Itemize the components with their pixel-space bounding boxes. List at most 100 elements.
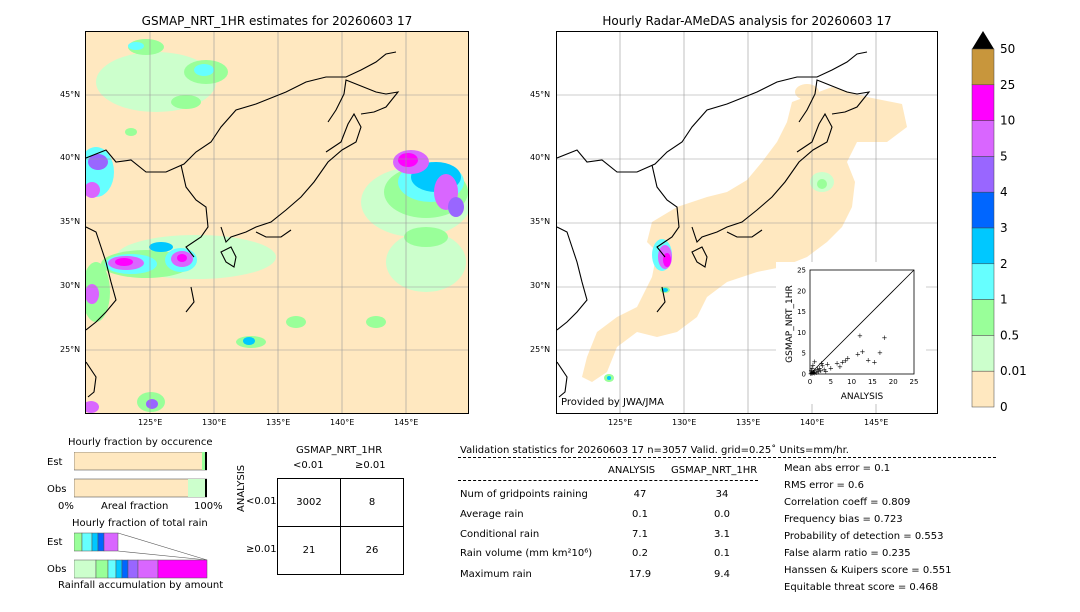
left-lat-label-35: 35°N xyxy=(60,217,81,226)
stat-row-gsmap: 0.1 xyxy=(714,548,730,559)
scatter-point: + xyxy=(857,332,863,340)
colorbar-block xyxy=(971,84,995,121)
colorbar-block xyxy=(971,263,995,300)
score-far: False alarm ratio = 0.235 xyxy=(784,548,911,559)
stat-row-analysis: 7.1 xyxy=(632,529,648,540)
total-rain-chart xyxy=(73,532,214,580)
scatter-ytick: 10 xyxy=(797,329,806,337)
contingency-col-title: GSMAP_NRT_1HR xyxy=(296,445,383,456)
colorbar-block xyxy=(971,120,995,157)
scatter-xtick: 10 xyxy=(847,378,856,386)
left-lon-label-125: 125°E xyxy=(138,418,163,427)
colorbar-label: 0 xyxy=(1000,400,1008,414)
colorbar-label: 1 xyxy=(1000,293,1008,307)
colorbar-label: 0.01 xyxy=(1000,364,1027,378)
scatter-point: + xyxy=(845,355,851,363)
scatter-point: + xyxy=(811,369,817,377)
right-lon-label-130: 130°E xyxy=(672,418,697,427)
left-map-title: GSMAP_NRT_1HR estimates for 20260603 17 xyxy=(141,14,413,28)
colorbar-block xyxy=(971,191,995,229)
score-mean-abs-error: Mean abs error = 0.1 xyxy=(784,463,891,474)
left-lon-label-145: 145°E xyxy=(394,418,419,427)
scatter-point: + xyxy=(810,368,816,376)
scatter-ytick: 15 xyxy=(797,308,806,316)
colorbar-block xyxy=(971,299,995,336)
scatter-xtick: 20 xyxy=(889,378,898,386)
contingency-cell: 3002 xyxy=(277,478,341,527)
scatter-point: + xyxy=(882,334,888,342)
scatter-xlabel: ANALYSIS xyxy=(841,392,884,402)
left-lat-label-25: 25°N xyxy=(60,345,81,354)
scatter-point: + xyxy=(837,363,843,371)
scatter-point: + xyxy=(855,351,861,359)
scatter-point: + xyxy=(808,370,814,378)
left-lon-label-135: 135°E xyxy=(266,418,291,427)
scatter-point: + xyxy=(808,367,814,375)
colorbar: 50 25 10 5 4 3 2 1 0.5 0.01 0 xyxy=(966,28,1036,418)
contingency-cell: 21 xyxy=(277,526,341,575)
scatter-point: + xyxy=(865,356,871,364)
scatter-points: +++++++++++++++++++++++++++++ +++++ xyxy=(808,332,888,378)
stat-row-gsmap: 9.4 xyxy=(714,569,730,580)
colorbar-block xyxy=(971,335,995,372)
right-lat-label-45: 45°N xyxy=(530,90,551,99)
left-map xyxy=(85,31,469,414)
colorbar-extend-arrow xyxy=(972,31,994,49)
right-lat-label-30: 30°N xyxy=(530,281,551,290)
contingency-row-ge: ≥0.01 xyxy=(246,544,277,555)
colorbar-block xyxy=(971,156,995,193)
scatter-xtick: 25 xyxy=(910,378,919,386)
data-credit: Provided by JWA/JMA xyxy=(561,397,664,408)
stat-row-label: Num of gridpoints raining xyxy=(460,489,588,500)
occurrence-est-edge xyxy=(205,452,207,470)
colorbar-label: 10 xyxy=(1000,114,1015,128)
occurrence-tick-100: 100% xyxy=(194,501,223,512)
left-lat-label-45: 45°N xyxy=(60,90,81,99)
left-lat-label-30: 30°N xyxy=(60,281,81,290)
scatter-point: + xyxy=(812,358,818,366)
scatter-point: + xyxy=(834,360,840,368)
scatter-point: + xyxy=(809,369,815,377)
contingency-col-ge: ≥0.01 xyxy=(355,460,386,471)
right-map-title: Hourly Radar-AMeDAS analysis for 2026060… xyxy=(602,14,892,28)
scatter-point: + xyxy=(840,358,846,366)
total-rain-link-top xyxy=(117,532,208,561)
validation-col-analysis: ANALYSIS xyxy=(608,465,656,476)
stat-row-label: Rain volume (mm km²10⁶) xyxy=(460,548,593,559)
colorbar-block xyxy=(971,227,995,265)
colorbar-label: 0.5 xyxy=(1000,328,1019,342)
left-map-coastlines xyxy=(86,51,400,398)
score-hk: Hanssen & Kuipers score = 0.551 xyxy=(784,565,952,576)
score-frequency-bias: Frequency bias = 0.723 xyxy=(784,514,903,525)
total-rain-obs-bar xyxy=(73,559,208,579)
occurrence-obs-bar xyxy=(73,478,208,498)
colorbar-label: 5 xyxy=(1000,149,1008,163)
colorbar-label: 2 xyxy=(1000,257,1008,271)
validation-divider xyxy=(458,457,996,458)
scatter-point: + xyxy=(820,362,826,370)
stat-row-analysis: 0.2 xyxy=(632,548,648,559)
left-lon-label-130: 130°E xyxy=(202,418,227,427)
right-lon-label-140: 140°E xyxy=(800,418,825,427)
scatter-point: + xyxy=(819,360,825,368)
scatter-diagonal xyxy=(809,269,915,375)
score-rms-error: RMS error = 0.6 xyxy=(784,480,864,491)
scatter-ytick: 0 xyxy=(802,371,806,379)
occurrence-title: Hourly fraction by occurence xyxy=(68,437,213,448)
scatter-point: + xyxy=(828,364,834,372)
validation-col-gsmap: GSMAP_NRT_1HR xyxy=(671,465,758,476)
contingency-cell: 26 xyxy=(340,526,404,575)
contingency-table: 3002 8 21 26 xyxy=(277,478,404,575)
scatter-xtick: 15 xyxy=(868,378,877,386)
stat-row-analysis: 17.9 xyxy=(628,569,652,580)
score-ets: Equitable threat score = 0.468 xyxy=(784,582,939,593)
colorbar-block xyxy=(971,48,995,86)
scatter-ylabel: GSMAP_NRT_1HR xyxy=(785,285,795,363)
total-rain-link-bottom xyxy=(117,550,208,561)
colorbar-block xyxy=(971,370,995,408)
scatter-point: + xyxy=(813,369,819,377)
scatter-point: + xyxy=(811,369,817,377)
score-correlation: Correlation coeff = 0.809 xyxy=(784,497,911,508)
left-map-canvas xyxy=(86,32,468,413)
scatter-xtick: 5 xyxy=(829,378,833,386)
